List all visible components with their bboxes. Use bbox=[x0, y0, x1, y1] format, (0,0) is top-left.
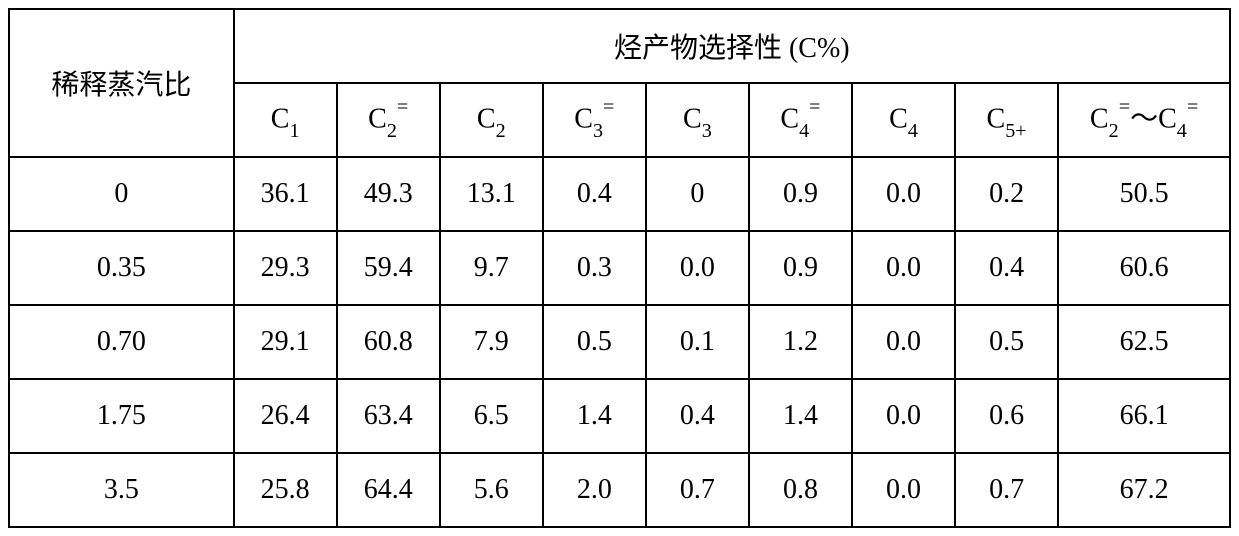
value-cell: 26.4 bbox=[234, 379, 337, 453]
value-cell: 0.1 bbox=[646, 305, 749, 379]
value-cell: 29.3 bbox=[234, 231, 337, 305]
col-base: C bbox=[780, 104, 799, 135]
col-header-c2-eq: C2= bbox=[337, 83, 440, 157]
row-header-label: 稀释蒸汽比 bbox=[9, 9, 234, 157]
range-right-sup: = bbox=[1187, 96, 1198, 118]
col-header-c1: C1 bbox=[234, 83, 337, 157]
selectivity-table: 稀释蒸汽比 烃产物选择性 (C%) C1 C2= C2 C3= C3 C4= bbox=[8, 8, 1231, 528]
value-cell: 0.3 bbox=[543, 231, 646, 305]
value-cell: 0.9 bbox=[749, 231, 852, 305]
range-left-sub: 2 bbox=[1109, 120, 1119, 142]
value-cell: 0.0 bbox=[852, 453, 955, 527]
value-cell: 0.7 bbox=[955, 453, 1058, 527]
value-cell: 0.0 bbox=[852, 231, 955, 305]
value-cell: 0.4 bbox=[543, 157, 646, 231]
value-cell: 9.7 bbox=[440, 231, 543, 305]
col-sub: 5+ bbox=[1005, 120, 1026, 142]
value-cell: 1.2 bbox=[749, 305, 852, 379]
value-cell: 49.3 bbox=[337, 157, 440, 231]
value-cell: 2.0 bbox=[543, 453, 646, 527]
col-header-c4: C4 bbox=[852, 83, 955, 157]
ratio-cell: 1.75 bbox=[9, 379, 234, 453]
value-cell: 0.4 bbox=[955, 231, 1058, 305]
table-row: 3.5 25.8 64.4 5.6 2.0 0.7 0.8 0.0 0.7 67… bbox=[9, 453, 1230, 527]
value-cell: 29.1 bbox=[234, 305, 337, 379]
col-sub: 1 bbox=[289, 120, 299, 142]
table-row: 0.70 29.1 60.8 7.9 0.5 0.1 1.2 0.0 0.5 6… bbox=[9, 305, 1230, 379]
table-body: 0 36.1 49.3 13.1 0.4 0 0.9 0.0 0.2 50.5 … bbox=[9, 157, 1230, 527]
value-cell: 0 bbox=[646, 157, 749, 231]
col-sub: 3 bbox=[702, 120, 712, 142]
value-cell: 67.2 bbox=[1058, 453, 1230, 527]
range-left-sup: = bbox=[1119, 96, 1130, 118]
col-base: C bbox=[477, 104, 496, 135]
value-cell: 0.9 bbox=[749, 157, 852, 231]
ratio-cell: 0.70 bbox=[9, 305, 234, 379]
value-cell: 0.4 bbox=[646, 379, 749, 453]
value-cell: 0.0 bbox=[852, 157, 955, 231]
col-sup: = bbox=[397, 96, 408, 118]
range-left-base: C bbox=[1090, 104, 1109, 135]
value-cell: 60.8 bbox=[337, 305, 440, 379]
ratio-cell: 0 bbox=[9, 157, 234, 231]
value-cell: 1.4 bbox=[543, 379, 646, 453]
col-header-c5plus: C5+ bbox=[955, 83, 1058, 157]
range-right-sub: 4 bbox=[1177, 120, 1187, 142]
value-cell: 0.5 bbox=[955, 305, 1058, 379]
col-base: C bbox=[683, 104, 702, 135]
value-cell: 5.6 bbox=[440, 453, 543, 527]
table-row: 1.75 26.4 63.4 6.5 1.4 0.4 1.4 0.0 0.6 6… bbox=[9, 379, 1230, 453]
col-sub: 3 bbox=[593, 120, 603, 142]
value-cell: 60.6 bbox=[1058, 231, 1230, 305]
ratio-cell: 3.5 bbox=[9, 453, 234, 527]
value-cell: 66.1 bbox=[1058, 379, 1230, 453]
col-base: C bbox=[889, 104, 908, 135]
table-row: 0 36.1 49.3 13.1 0.4 0 0.9 0.0 0.2 50.5 bbox=[9, 157, 1230, 231]
group-header-label: 烃产物选择性 (C%) bbox=[234, 9, 1230, 83]
value-cell: 0.5 bbox=[543, 305, 646, 379]
table-header: 稀释蒸汽比 烃产物选择性 (C%) C1 C2= C2 C3= C3 C4= bbox=[9, 9, 1230, 157]
header-row-1: 稀释蒸汽比 烃产物选择性 (C%) bbox=[9, 9, 1230, 83]
col-base: C bbox=[987, 104, 1006, 135]
col-base: C bbox=[574, 104, 593, 135]
value-cell: 7.9 bbox=[440, 305, 543, 379]
ratio-cell: 0.35 bbox=[9, 231, 234, 305]
col-base: C bbox=[368, 104, 387, 135]
range-right-base: C bbox=[1158, 104, 1177, 135]
value-cell: 36.1 bbox=[234, 157, 337, 231]
value-cell: 0.0 bbox=[852, 305, 955, 379]
value-cell: 0.8 bbox=[749, 453, 852, 527]
col-header-c3-eq: C3= bbox=[543, 83, 646, 157]
value-cell: 1.4 bbox=[749, 379, 852, 453]
value-cell: 63.4 bbox=[337, 379, 440, 453]
value-cell: 13.1 bbox=[440, 157, 543, 231]
value-cell: 59.4 bbox=[337, 231, 440, 305]
col-sup: = bbox=[809, 96, 820, 118]
col-header-c4-eq: C4= bbox=[749, 83, 852, 157]
value-cell: 0.0 bbox=[646, 231, 749, 305]
value-cell: 25.8 bbox=[234, 453, 337, 527]
col-sub: 2 bbox=[387, 120, 397, 142]
value-cell: 62.5 bbox=[1058, 305, 1230, 379]
value-cell: 0.2 bbox=[955, 157, 1058, 231]
value-cell: 0.7 bbox=[646, 453, 749, 527]
col-sub: 4 bbox=[908, 120, 918, 142]
col-sub: 2 bbox=[496, 120, 506, 142]
value-cell: 0.6 bbox=[955, 379, 1058, 453]
col-header-c2: C2 bbox=[440, 83, 543, 157]
value-cell: 50.5 bbox=[1058, 157, 1230, 231]
col-sub: 4 bbox=[799, 120, 809, 142]
col-sup: = bbox=[603, 96, 614, 118]
table-row: 0.35 29.3 59.4 9.7 0.3 0.0 0.9 0.0 0.4 6… bbox=[9, 231, 1230, 305]
col-base: C bbox=[271, 104, 290, 135]
value-cell: 6.5 bbox=[440, 379, 543, 453]
range-tilde: ～ bbox=[1130, 104, 1158, 135]
col-header-range: C2=～C4= bbox=[1058, 83, 1230, 157]
value-cell: 0.0 bbox=[852, 379, 955, 453]
value-cell: 64.4 bbox=[337, 453, 440, 527]
col-header-c3: C3 bbox=[646, 83, 749, 157]
